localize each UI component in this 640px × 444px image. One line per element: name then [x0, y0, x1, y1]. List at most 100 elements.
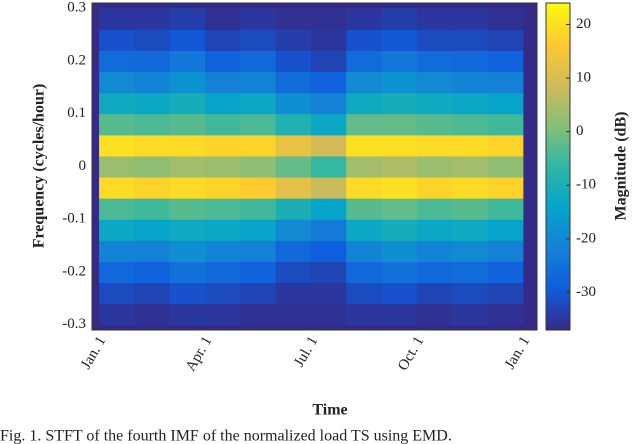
heatmap-cell [381, 29, 418, 51]
heatmap-cell [169, 113, 206, 136]
heatmap-cell [416, 282, 453, 305]
heatmap-cell [134, 219, 171, 241]
heatmap-cell [416, 240, 453, 262]
x-tick-label: Jan. 1 [78, 334, 109, 372]
caption: Fig. 1. STFT of the fourth IMF of the no… [0, 428, 452, 444]
heatmap-cell [381, 198, 418, 220]
heatmap-cell [416, 50, 453, 73]
heatmap-cell [346, 134, 383, 157]
heatmap-cell [205, 29, 241, 51]
heatmap-cell [275, 155, 312, 178]
heatmap-cell [275, 240, 312, 262]
heatmap-cell [169, 134, 206, 157]
heatmap-cell [134, 71, 171, 94]
heatmap-cell [346, 113, 383, 136]
heatmap-cell [99, 155, 135, 178]
heatmap-cell [169, 261, 206, 284]
colorbar-label: Magnitude (dB) [613, 112, 630, 221]
heatmap-cell [416, 177, 453, 199]
colorbar-tick-label: -10 [576, 177, 596, 193]
heatmap-cell [346, 240, 383, 262]
heatmap-cell [275, 198, 312, 220]
x-tick-label: Jan. 1 [502, 334, 533, 372]
heatmap-cell [205, 71, 241, 94]
heatmap-cell [275, 71, 312, 94]
heatmap-cell [381, 71, 418, 94]
heatmap-cell [452, 177, 489, 199]
heatmap-cell [310, 155, 347, 178]
heatmap-cell [240, 282, 277, 305]
heatmap-cell [310, 71, 347, 94]
heatmap-cell [134, 50, 171, 73]
heatmap-cell [487, 240, 524, 262]
heatmap-cell [381, 50, 418, 73]
heatmap-cell [416, 261, 453, 284]
heatmap-cell [487, 261, 524, 284]
heatmap-cell [381, 8, 418, 30]
heatmap-cell [134, 8, 171, 30]
heatmap-cell [346, 50, 383, 73]
colorbar-tick-label: 20 [576, 16, 591, 32]
heatmap-cell [310, 29, 347, 51]
colorbar-tick-label: 10 [576, 69, 591, 85]
heatmap-cell [487, 8, 524, 30]
heatmap-cell [416, 198, 453, 220]
heatmap-cell [487, 303, 524, 326]
heatmap-cell [487, 219, 524, 241]
heatmap-cell [275, 8, 312, 30]
heatmap-cell [240, 219, 277, 241]
heatmap-cell [381, 134, 418, 157]
heatmap-cell [452, 92, 489, 115]
heatmap-cell [381, 177, 418, 199]
heatmap-cell [346, 8, 383, 30]
heatmap-cell [169, 29, 206, 51]
heatmap-cell [310, 113, 347, 136]
heatmap-cell [134, 92, 171, 115]
y-tick-label: -0.3 [62, 316, 86, 332]
heatmap-cell [416, 113, 453, 136]
heatmap-cell [310, 261, 347, 284]
heatmap-cell [205, 303, 241, 326]
heatmap-cell [99, 134, 135, 157]
heatmap-cell [310, 219, 347, 241]
heatmap-cell [275, 219, 312, 241]
heatmap-cell [205, 198, 241, 220]
heatmap-cell [205, 240, 241, 262]
heatmap-cell [134, 198, 171, 220]
heatmap-cell [240, 8, 277, 30]
heatmap-cell [346, 155, 383, 178]
x-tick-label: Apr. 1 [183, 334, 216, 374]
heatmap-cell [240, 29, 277, 51]
heatmap-cell [452, 8, 489, 30]
heatmap-cell [487, 50, 524, 73]
heatmap-cell [452, 29, 489, 51]
heatmap-cell [346, 282, 383, 305]
heatmap-cell [310, 177, 347, 199]
heatmap-cell [487, 29, 524, 51]
heatmap-cell [452, 113, 489, 136]
heatmap-cell [205, 219, 241, 241]
heatmap-cell [381, 219, 418, 241]
heatmap-cell [346, 92, 383, 115]
heatmap-cell [416, 8, 453, 30]
heatmap-cell [99, 282, 135, 305]
heatmap-cell [310, 240, 347, 262]
heatmap-cell [275, 282, 312, 305]
heatmap-cell [487, 282, 524, 305]
heatmap-cell [416, 155, 453, 178]
heatmap-cell [346, 219, 383, 241]
heatmap-cell [169, 71, 206, 94]
heatmap-cell [416, 71, 453, 94]
heatmap-cell [99, 50, 135, 73]
heatmap-cell [416, 303, 453, 326]
heatmap-cell [134, 282, 171, 305]
heatmap-cell [275, 113, 312, 136]
heatmap-cell [346, 177, 383, 199]
heatmap-cell [346, 303, 383, 326]
heatmap-cell [240, 303, 277, 326]
heatmap-cell [310, 282, 347, 305]
heatmap-cell [169, 50, 206, 73]
heatmap-cell [134, 240, 171, 262]
heatmap-cell [240, 92, 277, 115]
